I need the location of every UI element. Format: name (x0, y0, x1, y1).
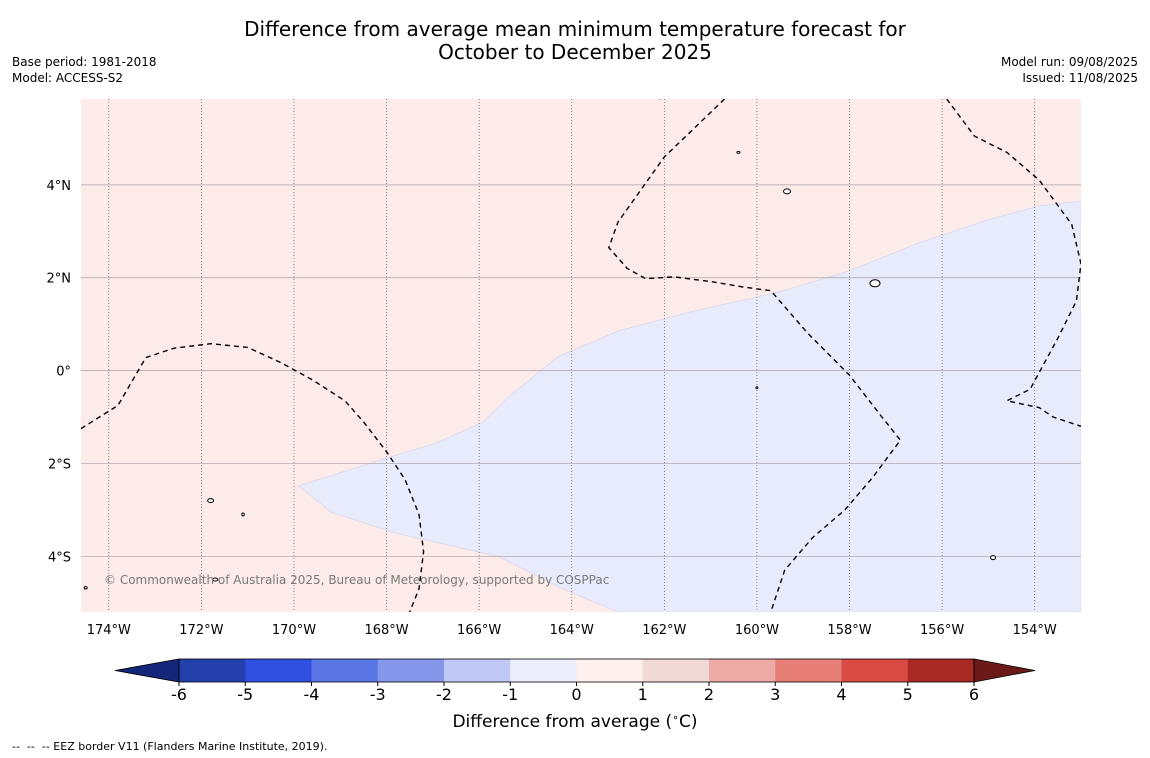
colorbar-title: Difference from average (∘C) (452, 711, 697, 732)
lon-tick-label: 162°W (642, 623, 686, 638)
colorbar-tick-label: -3 (370, 685, 386, 704)
title-line-2: October to December 2025 (438, 40, 712, 64)
colorbar-segment (510, 659, 577, 682)
cool-anomaly-region (297, 200, 1081, 612)
lon-tick-label: 160°W (735, 623, 779, 638)
colorbar-under-arrow (114, 658, 180, 683)
colorbar-segment (576, 659, 644, 682)
lat-tick-label: 0° (56, 365, 71, 380)
lat-tick-label: 2°N (47, 272, 72, 287)
colorbar: -6 -5 -4 -3 -2 -1 0 1 2 3 4 5 6 (114, 658, 1036, 704)
island-outline (241, 512, 245, 517)
colorbar-tick-label: -4 (304, 685, 320, 704)
lon-tick-label: 174°W (87, 623, 131, 638)
eez-border-line (81, 342, 425, 612)
lon-tick-label: 168°W (364, 623, 408, 638)
island-outline (869, 279, 881, 288)
colorbar-segment (245, 659, 312, 682)
colorbar-tick-label: -2 (436, 685, 452, 704)
colorbar-segment (377, 659, 445, 682)
lat-tick-label: 4°N (47, 179, 72, 194)
eez-border-line (608, 99, 902, 612)
eez-border-line (946, 99, 1081, 427)
island-outline (207, 498, 215, 504)
issued-date: Issued: 11/08/2025 (1022, 70, 1138, 85)
lon-tick-label: 166°W (457, 623, 501, 638)
island-outline (212, 577, 219, 582)
title-line-1: Difference from average mean minimum tem… (244, 17, 906, 41)
island-outline (783, 188, 792, 195)
colorbar-title-degree: ∘ (672, 711, 679, 724)
colorbar-tick-label: 5 (903, 685, 913, 704)
colorbar-segment (642, 659, 710, 682)
colorbar-segment (709, 659, 776, 682)
base-period: Base period: 1981-2018 (12, 55, 157, 69)
colorbar-segment (444, 659, 511, 682)
model-name: Model: ACCESS-S2 (12, 70, 124, 85)
island-outline (736, 150, 741, 154)
colorbar-tick-label: -5 (237, 685, 253, 704)
map-area (81, 99, 1081, 612)
eez-footnote: -- -- -- EEZ border V11 (Flanders Marine… (12, 740, 328, 753)
map-title: Difference from average mean minimum tem… (0, 18, 1150, 64)
colorbar-title-text: Difference from average ( (452, 712, 672, 732)
lon-tick-label: 156°W (920, 623, 964, 638)
colorbar-tick-label: 3 (770, 685, 780, 704)
lon-tick-label: 154°W (1013, 623, 1057, 638)
island-outline (83, 586, 88, 590)
colorbar-tick-label: -6 (171, 685, 187, 704)
axis-labels: 4°N 2°N 0° 2°S 4°S 174°W 172°W 170°W 168°W 166°W 1… (47, 179, 1057, 638)
colorbar-tick-label: 0 (571, 685, 581, 704)
colorbar-segment (179, 659, 246, 682)
island-outline (658, 99, 661, 100)
colorbar-segment (841, 659, 909, 682)
colorbar-tick-label: 4 (836, 685, 846, 704)
copyright-notice: © Commonwealth of Australia 2025, Bureau… (104, 573, 609, 587)
colorbar-over-arrow (973, 658, 1036, 683)
lat-tick-label: 2°S (48, 457, 71, 472)
lon-tick-label: 164°W (550, 623, 594, 638)
lon-tick-label: 158°W (827, 623, 871, 638)
colorbar-segment (311, 659, 379, 682)
colorbar-tick-label: 2 (704, 685, 714, 704)
lon-tick-label: 170°W (272, 623, 316, 638)
colorbar-segment (775, 659, 842, 682)
colorbar-tick-label: 1 (638, 685, 648, 704)
colorbar-title-unit: C) (679, 712, 698, 732)
colorbar-tick-label: 6 (969, 685, 979, 704)
model-run: Model run: 09/08/2025 (1000, 55, 1138, 69)
meta-right: Model run: 09/08/2025 Issued: 11/08/2025 (1001, 55, 1138, 86)
island-outline (990, 555, 997, 561)
island-outline (755, 386, 759, 390)
meta-left: Base period: 1981-2018 Model: ACCESS-S2 (12, 55, 157, 86)
lat-tick-label: 4°S (48, 550, 71, 565)
lon-tick-label: 172°W (179, 623, 223, 638)
colorbar-segment (907, 659, 975, 682)
colorbar-tick-label: -1 (502, 685, 518, 704)
